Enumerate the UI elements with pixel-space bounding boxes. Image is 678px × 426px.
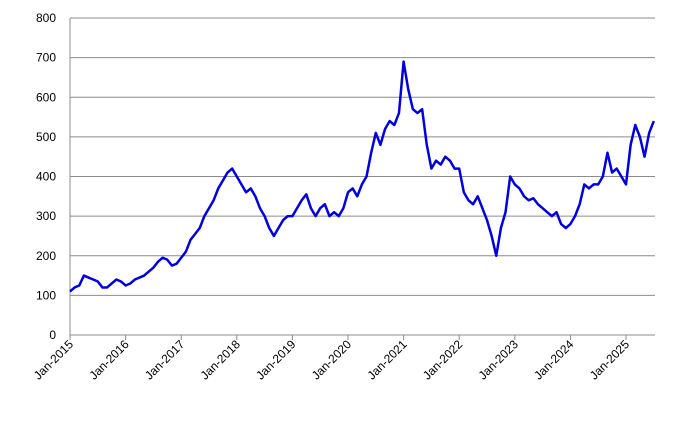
y-tick-label: 700 [36,51,56,65]
x-tick-label: Jan-2022 [420,337,466,383]
x-tick-label: Jan-2023 [476,337,522,383]
y-tick-label: 200 [36,249,56,263]
data-line [69,60,655,293]
y-tick-label: 600 [36,90,56,104]
x-tick-label: Jan-2025 [587,337,633,383]
x-tick-label: Jan-2019 [253,337,299,383]
y-tick-label: 800 [36,11,56,25]
y-tick-label: 100 [36,288,56,302]
x-tick-label: Jan-2021 [364,337,410,383]
x-tick-label: Jan-2015 [31,337,77,383]
x-tick-label: Jan-2017 [142,337,188,383]
x-tick-label: Jan-2016 [86,337,132,383]
x-tick-label: Jan-2024 [531,337,577,383]
y-tick-label: 0 [49,328,56,342]
x-tick-label: Jan-2018 [198,337,244,383]
y-tick-label: 500 [36,130,56,144]
y-tick-label: 300 [36,209,56,223]
y-tick-label: 400 [36,170,56,184]
x-tick-label: Jan-2020 [309,337,355,383]
